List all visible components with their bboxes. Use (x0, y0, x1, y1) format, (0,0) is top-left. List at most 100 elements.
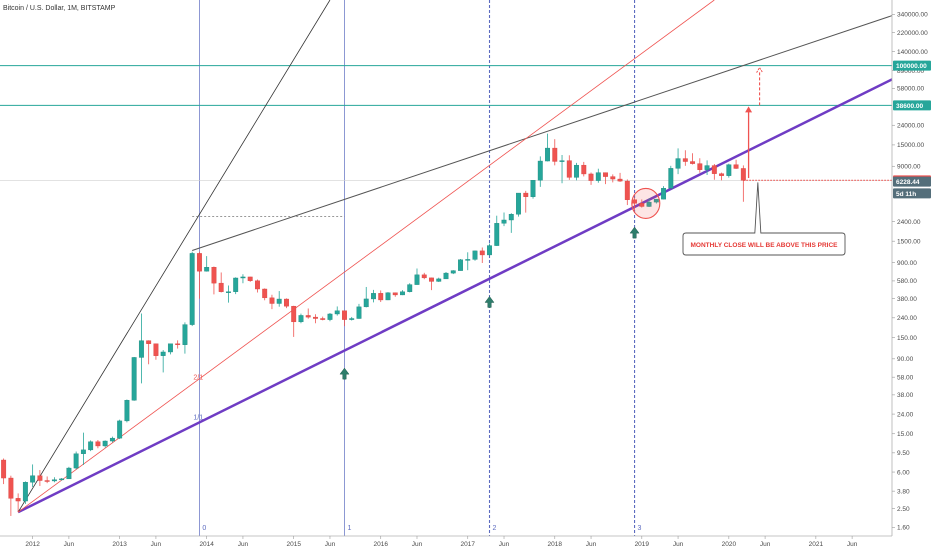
candle[interactable] (400, 290, 405, 296)
candle[interactable] (668, 165, 674, 189)
candle[interactable] (740, 165, 746, 202)
candle[interactable] (269, 294, 275, 310)
candle[interactable] (225, 285, 231, 303)
candle[interactable] (218, 272, 224, 293)
candle[interactable] (472, 250, 478, 261)
candle[interactable] (37, 470, 43, 486)
candle[interactable] (342, 310, 347, 327)
candle[interactable] (8, 475, 14, 516)
candle[interactable] (450, 270, 456, 275)
candle[interactable] (436, 277, 442, 282)
candle[interactable] (407, 283, 413, 293)
candle[interactable] (189, 251, 195, 327)
candle[interactable] (196, 251, 202, 299)
candle[interactable] (153, 343, 159, 360)
candle[interactable] (59, 478, 65, 481)
candle[interactable] (458, 258, 463, 271)
candle[interactable] (334, 306, 340, 316)
candles-layer[interactable] (1, 133, 746, 516)
candle[interactable] (552, 139, 558, 166)
candle[interactable] (138, 313, 144, 384)
candle[interactable] (603, 172, 608, 185)
candle[interactable] (537, 156, 543, 187)
candle[interactable] (146, 340, 152, 365)
candle[interactable] (51, 477, 57, 483)
candle[interactable] (320, 316, 326, 321)
candle[interactable] (276, 291, 282, 307)
candle[interactable] (73, 451, 79, 470)
candle[interactable] (327, 313, 333, 322)
candle[interactable] (371, 289, 376, 303)
candle[interactable] (211, 266, 217, 295)
candle[interactable] (284, 298, 289, 309)
candle[interactable] (117, 419, 123, 440)
candle[interactable] (465, 252, 471, 271)
candle[interactable] (508, 213, 514, 233)
candle[interactable] (305, 308, 311, 319)
candle[interactable] (204, 256, 210, 272)
candle[interactable] (443, 271, 449, 280)
candle[interactable] (487, 243, 492, 256)
candle[interactable] (95, 440, 101, 449)
candle[interactable] (15, 493, 21, 513)
candle[interactable] (160, 350, 166, 373)
candle[interactable] (1, 458, 7, 485)
candle[interactable] (102, 440, 108, 448)
candle[interactable] (559, 154, 565, 184)
candle[interactable] (233, 277, 239, 295)
candle[interactable] (182, 322, 188, 354)
candle[interactable] (80, 432, 86, 466)
candle[interactable] (516, 192, 521, 217)
candle[interactable] (378, 290, 384, 303)
candle[interactable] (429, 277, 434, 291)
candle[interactable] (240, 274, 246, 284)
candle[interactable] (523, 190, 529, 213)
candle[interactable] (639, 199, 645, 208)
candle[interactable] (595, 168, 601, 183)
candle[interactable] (733, 159, 739, 169)
candle[interactable] (392, 292, 398, 297)
candle[interactable] (109, 436, 115, 443)
candle[interactable] (349, 316, 355, 321)
candle[interactable] (690, 153, 696, 165)
candle[interactable] (247, 276, 253, 282)
candle[interactable] (574, 162, 579, 181)
candle[interactable] (545, 133, 550, 162)
candle[interactable] (356, 303, 362, 319)
candle[interactable] (610, 174, 616, 183)
candle[interactable] (479, 247, 485, 264)
candle[interactable] (682, 150, 688, 166)
candle[interactable] (675, 148, 681, 175)
candle[interactable] (66, 466, 72, 480)
candle[interactable] (291, 305, 297, 337)
candle[interactable] (175, 340, 181, 349)
candle[interactable] (44, 476, 50, 484)
candle[interactable] (363, 286, 369, 308)
candle[interactable] (421, 272, 427, 280)
candle[interactable] (167, 343, 173, 355)
candle[interactable] (501, 212, 507, 227)
candle[interactable] (726, 163, 732, 178)
candle[interactable] (385, 292, 391, 301)
candle[interactable] (313, 314, 318, 324)
candle[interactable] (624, 179, 630, 206)
candle[interactable] (697, 158, 703, 173)
candle[interactable] (131, 357, 137, 401)
candle[interactable] (581, 161, 587, 177)
candle[interactable] (22, 481, 28, 504)
candle[interactable] (646, 198, 652, 207)
candle[interactable] (617, 172, 623, 182)
candle[interactable] (704, 160, 710, 176)
candle[interactable] (711, 164, 717, 180)
candle[interactable] (661, 186, 667, 200)
candle[interactable] (530, 180, 536, 199)
candle[interactable] (262, 288, 268, 301)
candle[interactable] (124, 399, 130, 423)
candle[interactable] (88, 440, 94, 452)
candle[interactable] (298, 313, 304, 324)
candle[interactable] (653, 198, 659, 204)
candle[interactable] (414, 268, 420, 285)
candle[interactable] (588, 172, 594, 185)
candle[interactable] (494, 215, 500, 246)
candle[interactable] (254, 279, 260, 293)
